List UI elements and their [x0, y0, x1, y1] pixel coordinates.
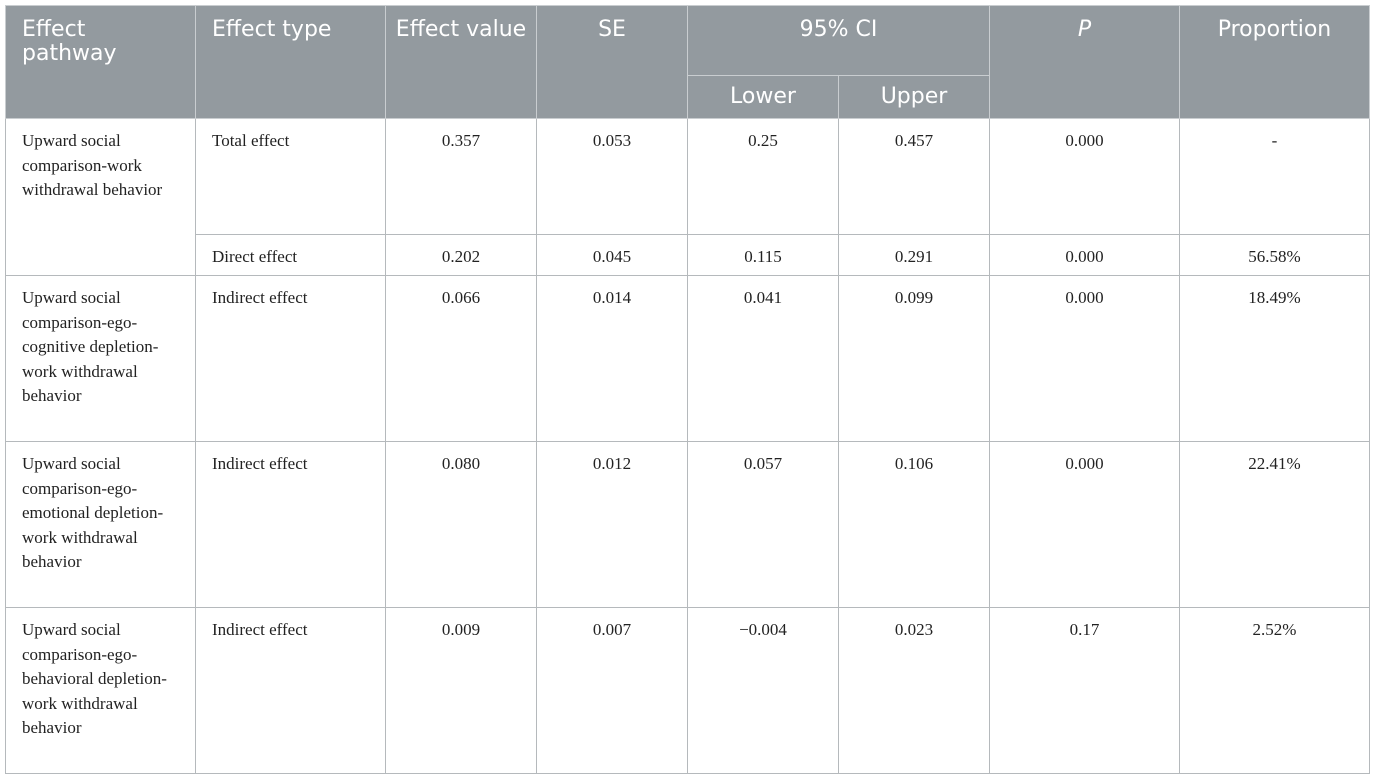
header-effect-pathway: Effect pathway	[5, 5, 196, 119]
cell-ci-upper: 0.457	[838, 118, 990, 235]
cell-proportion: -	[1179, 118, 1370, 235]
cell-ci-lower: 0.115	[687, 234, 839, 276]
cell-proportion: 2.52%	[1179, 607, 1370, 774]
cell-effect-pathway: Upward social comparison-work withdrawal…	[5, 118, 196, 276]
cell-p: 0.000	[989, 234, 1180, 276]
cell-p: 0.000	[989, 118, 1180, 235]
cell-effect-value: 0.066	[385, 275, 537, 442]
cell-effect-pathway: Upward social comparison-ego-emotional d…	[5, 441, 196, 608]
cell-se: 0.014	[536, 275, 688, 442]
cell-se: 0.012	[536, 441, 688, 608]
cell-p: 0.17	[989, 607, 1180, 774]
table-row: Direct effect 0.202 0.045 0.115 0.291 0.…	[6, 234, 1370, 276]
cell-effect-type: Indirect effect	[195, 607, 386, 774]
cell-proportion: 56.58%	[1179, 234, 1370, 276]
cell-ci-upper: 0.106	[838, 441, 990, 608]
cell-effect-type: Total effect	[195, 118, 386, 235]
cell-effect-value: 0.009	[385, 607, 537, 774]
header-effect-value: Effect value	[385, 5, 537, 119]
header-ci-lower: Lower	[687, 75, 839, 119]
cell-effect-type: Indirect effect	[195, 275, 386, 442]
table-row: Upward social comparison-ego-behavioral …	[5, 607, 1370, 774]
cell-effect-value: 0.357	[385, 118, 537, 235]
cell-ci-lower: 0.25	[687, 118, 839, 235]
table-row: Upward social comparison-ego-cognitive d…	[5, 275, 1370, 442]
cell-effect-type: Direct effect	[195, 234, 386, 276]
cell-p: 0.000	[989, 441, 1180, 608]
table-row: Upward social comparison-ego-emotional d…	[5, 441, 1370, 608]
cell-se: 0.053	[536, 118, 688, 235]
cell-ci-lower: 0.057	[687, 441, 839, 608]
cell-ci-lower: 0.041	[687, 275, 839, 442]
header-effect-type: Effect type	[195, 5, 386, 119]
cell-effect-type: Indirect effect	[195, 441, 386, 608]
cell-se: 0.007	[536, 607, 688, 774]
cell-effect-value: 0.080	[385, 441, 537, 608]
header-se: SE	[536, 5, 688, 119]
cell-ci-upper: 0.291	[838, 234, 990, 276]
cell-effect-value: 0.202	[385, 234, 537, 276]
header-ci-upper: Upper	[838, 75, 990, 119]
header-p-label: P	[1077, 17, 1092, 42]
header-95-ci: 95% CI	[687, 5, 990, 76]
effects-table: Effect pathway Effect type Effect value …	[5, 5, 1370, 774]
cell-ci-lower: −0.004	[687, 607, 839, 774]
table-row: Upward social comparison-work withdrawal…	[5, 118, 1370, 276]
cell-se: 0.045	[536, 234, 688, 276]
header-p: P	[989, 5, 1180, 119]
cell-effect-pathway: Upward social comparison-ego-cognitive d…	[5, 275, 196, 442]
cell-proportion: 18.49%	[1179, 275, 1370, 442]
cell-proportion: 22.41%	[1179, 441, 1370, 608]
cell-ci-upper: 0.099	[838, 275, 990, 442]
cell-effect-pathway: Upward social comparison-ego-behavioral …	[5, 607, 196, 774]
header-proportion: Proportion	[1179, 5, 1370, 119]
cell-ci-upper: 0.023	[838, 607, 990, 774]
cell-p: 0.000	[989, 275, 1180, 442]
